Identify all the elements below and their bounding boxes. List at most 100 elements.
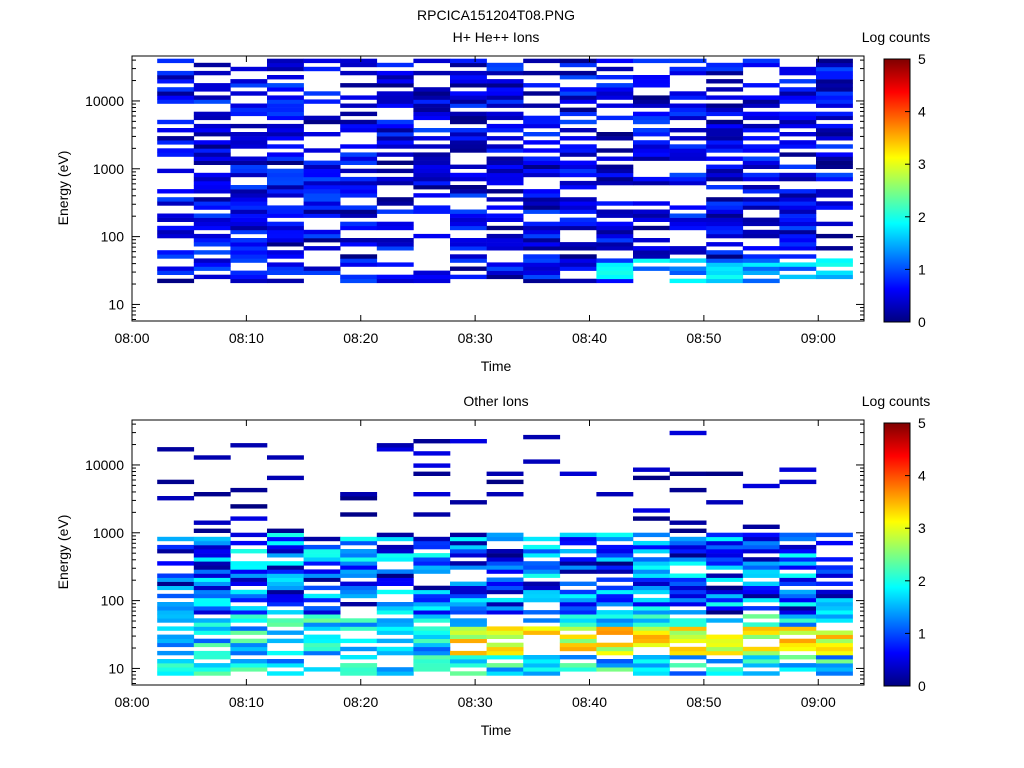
heatmap-cell <box>193 238 231 243</box>
heatmap-cell <box>669 540 707 546</box>
heatmap-cell <box>816 152 853 157</box>
heatmap-cell <box>596 536 634 542</box>
heatmap-cell <box>340 557 378 562</box>
heatmap-cell <box>230 111 268 117</box>
heatmap-cell <box>450 225 487 231</box>
heatmap-cell <box>157 496 195 501</box>
heatmap-cell <box>450 671 487 676</box>
heatmap-cell <box>523 589 561 595</box>
heatmap-cell <box>267 622 304 627</box>
heatmap-cell <box>267 66 304 72</box>
heatmap-cell <box>742 221 780 227</box>
panel-title: H+ He++ Ions <box>453 29 540 45</box>
heatmap-cell <box>706 148 744 153</box>
heatmap-cell <box>633 75 670 80</box>
x-tick-label: 08:30 <box>458 330 493 346</box>
heatmap-cell <box>742 217 780 222</box>
heatmap-cell <box>633 128 670 133</box>
heatmap-cell <box>523 205 561 210</box>
heatmap-cell <box>706 536 744 542</box>
heatmap-cell <box>340 561 378 566</box>
heatmap-cell <box>742 561 780 566</box>
heatmap-cell <box>340 667 378 672</box>
heatmap-cell <box>633 573 670 578</box>
heatmap-cell <box>523 229 561 235</box>
heatmap-cell <box>559 221 597 227</box>
heatmap-cell <box>523 278 561 284</box>
heatmap-cell <box>450 79 487 84</box>
heatmap-cell <box>230 205 268 210</box>
heatmap-cell <box>303 115 341 121</box>
heatmap-cell <box>230 577 268 582</box>
heatmap-cell <box>267 156 304 161</box>
heatmap-cell <box>193 242 231 247</box>
heatmap-cell <box>486 115 524 121</box>
heatmap-cell <box>193 197 231 202</box>
heatmap-cell <box>523 544 561 550</box>
heatmap-cell <box>669 270 707 275</box>
heatmap-cell <box>559 589 597 595</box>
heatmap-cell <box>559 606 597 611</box>
heatmap-cell <box>669 549 707 554</box>
heatmap-cell <box>779 589 817 595</box>
heatmap-cell <box>193 180 231 186</box>
heatmap-cell <box>742 258 780 263</box>
heatmap-cell <box>376 262 414 267</box>
heatmap-cell <box>267 536 304 542</box>
heatmap-cell <box>193 544 231 550</box>
heatmap-cell <box>559 663 597 668</box>
heatmap-cells <box>157 430 853 676</box>
heatmap-cell <box>267 221 304 227</box>
heatmap-cell <box>376 221 414 227</box>
heatmap-cell <box>669 430 707 436</box>
heatmap-cell <box>706 471 744 476</box>
heatmap-cell <box>816 79 853 84</box>
heatmap-cell <box>706 221 744 227</box>
heatmap-cell <box>450 274 487 280</box>
heatmap-cell <box>559 70 597 76</box>
heatmap-cell <box>633 140 670 145</box>
heatmap-cell <box>486 156 524 161</box>
heatmap-cell <box>779 274 817 280</box>
heatmap-cell <box>669 266 707 271</box>
heatmap-cell <box>706 618 744 623</box>
heatmap-cell <box>816 557 853 562</box>
heatmap-cell <box>742 136 780 141</box>
heatmap-cell <box>742 246 780 251</box>
heatmap-cell <box>413 634 451 639</box>
heatmap-cell <box>633 667 670 672</box>
heatmap-cell <box>413 128 451 133</box>
heatmap-cell <box>450 128 487 133</box>
heatmap-cell <box>633 626 670 631</box>
heatmap-cell <box>193 602 231 607</box>
heatmap-cell <box>303 569 341 574</box>
heatmap-cell <box>376 553 414 558</box>
heatmap-cell <box>559 565 597 570</box>
heatmap-cell <box>816 66 853 72</box>
heatmap-cell <box>596 103 634 108</box>
heatmap-cell <box>742 544 780 550</box>
heatmap-cell <box>340 655 378 660</box>
heatmap-cell <box>230 646 268 652</box>
heatmap-cell <box>376 610 414 615</box>
heatmap-cell <box>303 238 341 243</box>
heatmap-cell <box>303 642 341 648</box>
heatmap-cell <box>376 577 414 582</box>
heatmap-cell <box>486 136 524 141</box>
heatmap-cell <box>742 536 780 542</box>
heatmap-cell <box>230 132 268 137</box>
heatmap-cell <box>340 622 378 627</box>
heatmap-cell <box>413 492 451 497</box>
heatmap-cell <box>376 618 414 623</box>
heatmap-cell <box>669 115 707 121</box>
heatmap-cell <box>157 217 195 222</box>
heatmap-cell <box>633 569 670 574</box>
heatmap-cell <box>193 561 231 566</box>
x-tick-label: 08:10 <box>229 330 264 346</box>
heatmap-cell <box>742 655 780 660</box>
heatmap-cell <box>523 168 561 174</box>
heatmap-cell <box>596 278 634 284</box>
heatmap-cell <box>303 99 341 104</box>
heatmap-cell <box>376 91 414 96</box>
colorbar-gradient <box>883 422 911 687</box>
